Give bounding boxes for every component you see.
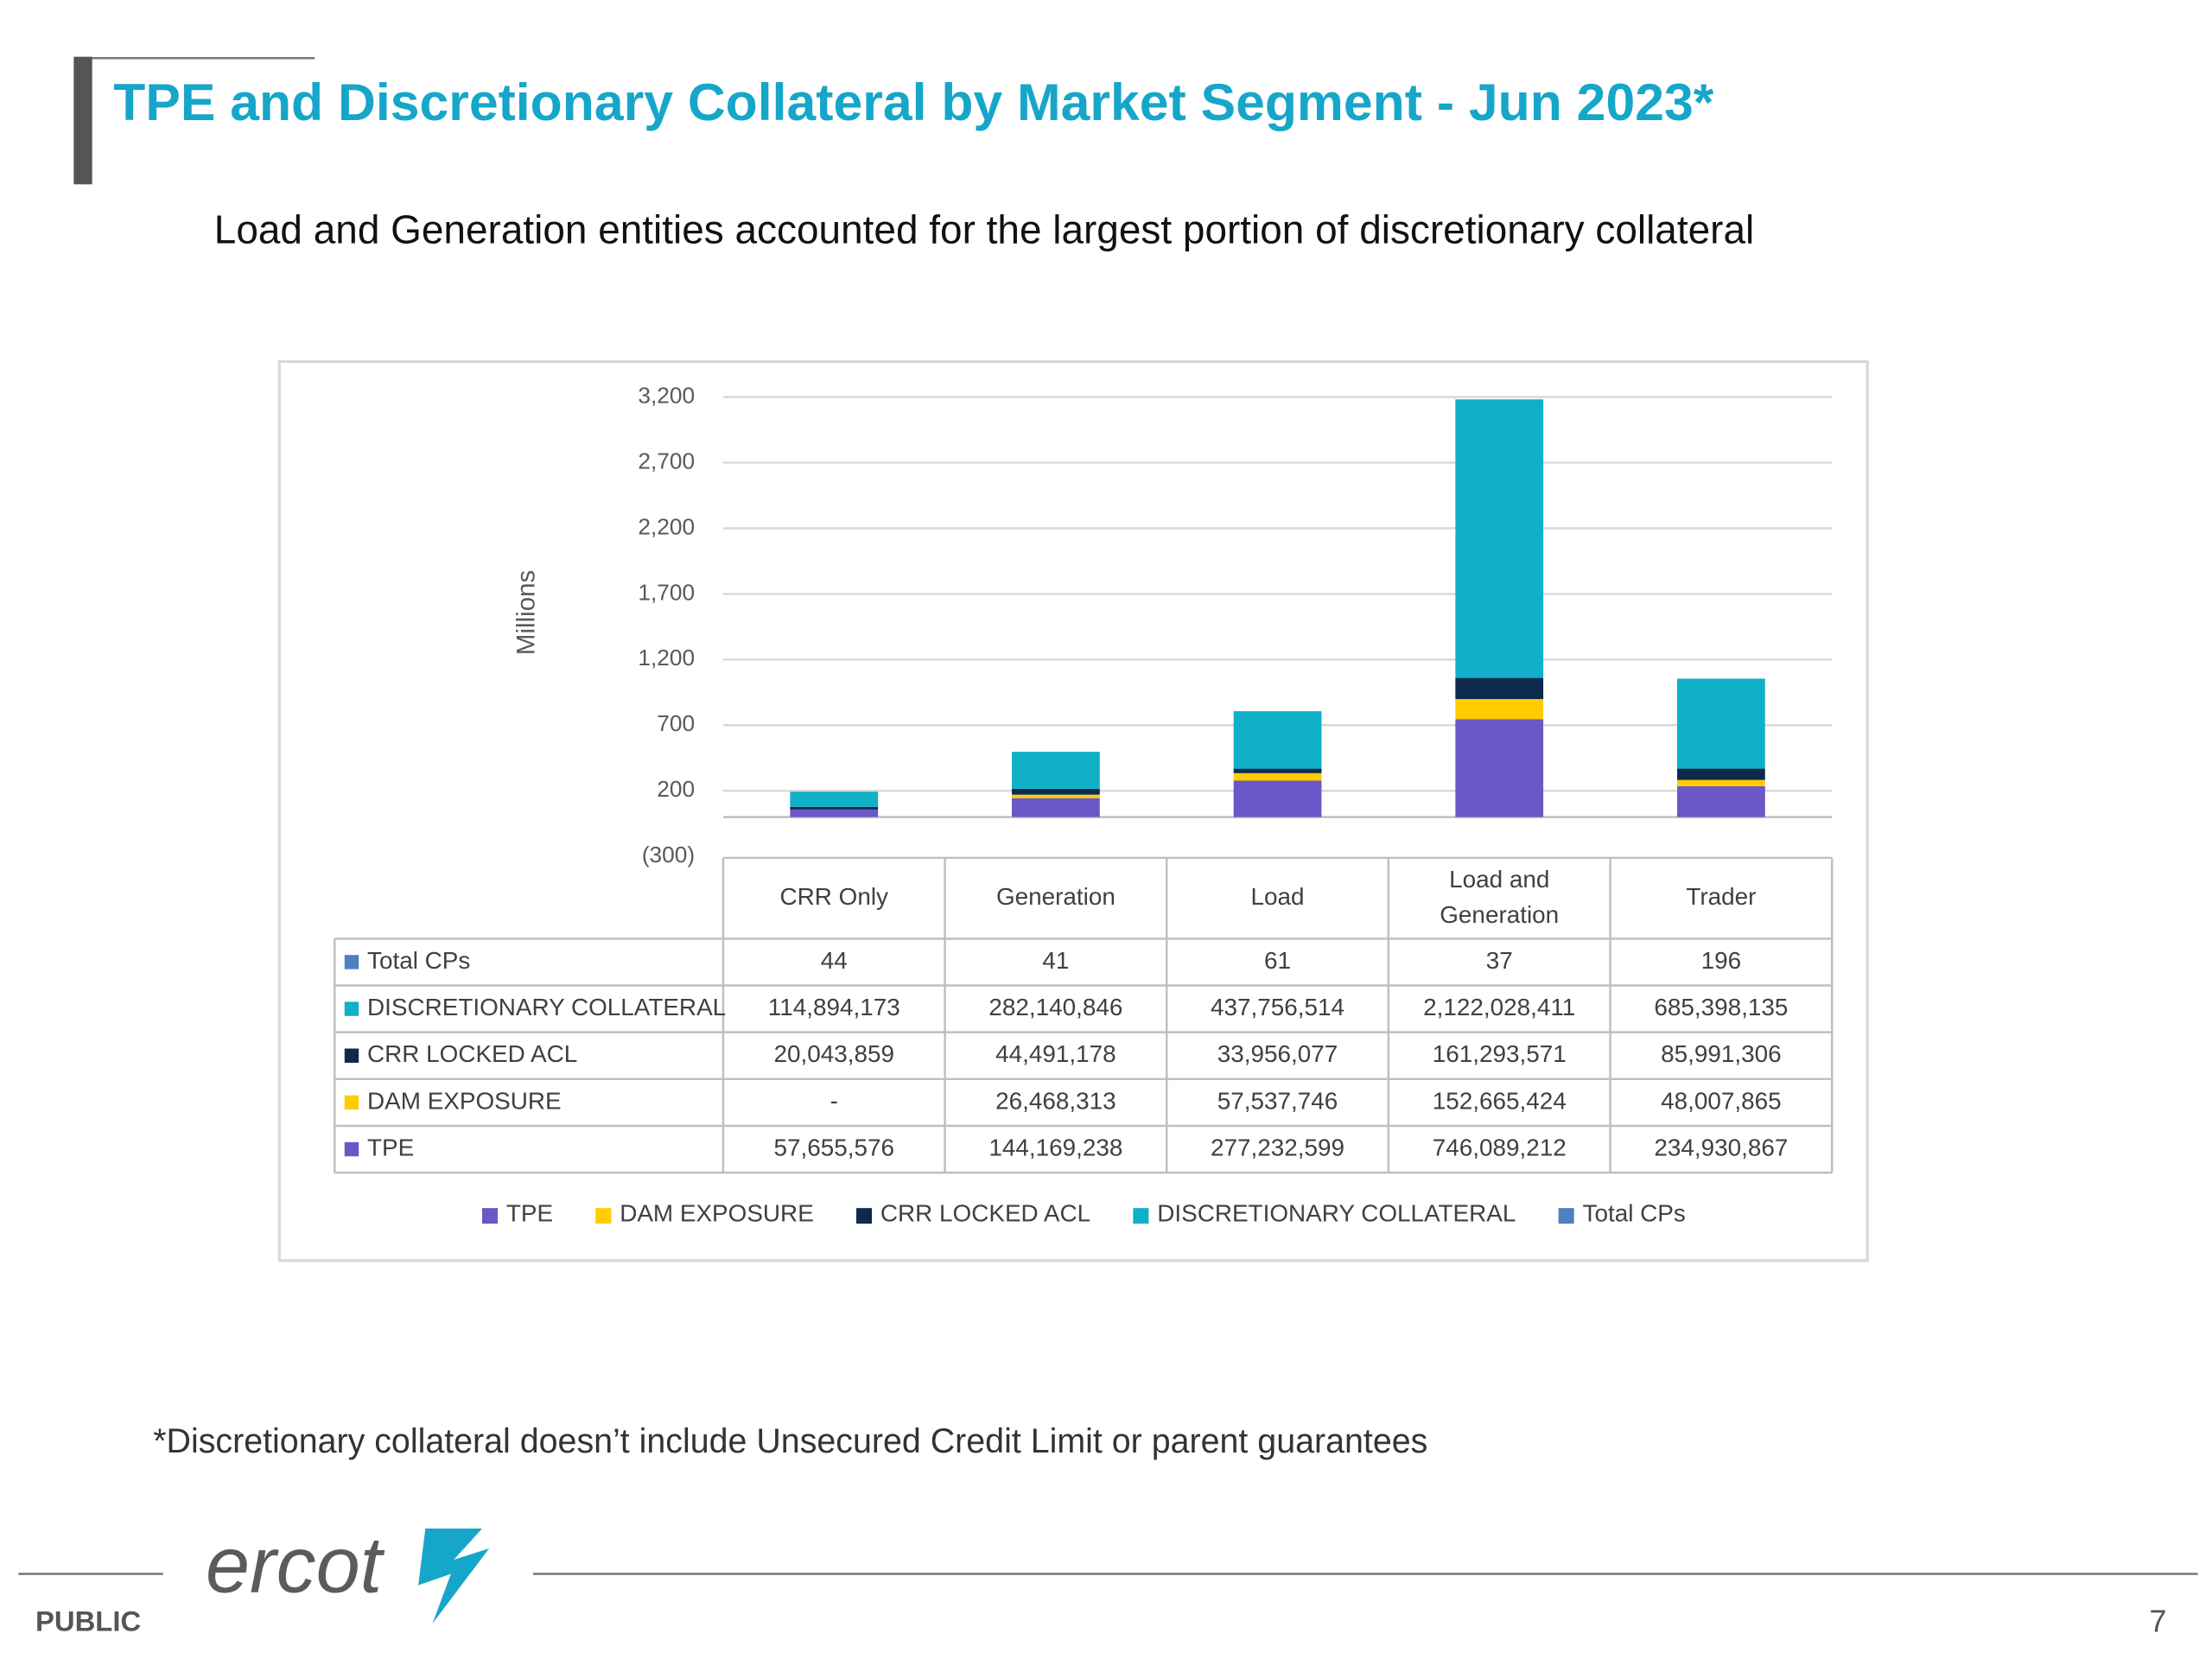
bar-segment [1455,719,1544,817]
table-value: 2,122,028,411 [1423,994,1575,1020]
y-tick-label: 2,200 [638,513,695,539]
chart: (300) 200 700 1,200 1,700 2,200 2,700 3,200 Mill… [334,382,1834,1227]
y-tick-label: 200 [657,776,695,802]
bar-segment [790,806,879,810]
bar-segment [1677,779,1765,786]
logo-mark [418,1529,490,1624]
legend-key [1133,1208,1149,1224]
title-bar [73,56,92,185]
bar-segment [1455,699,1544,720]
table-value: 41 [1042,947,1069,974]
legend-label: DISCRETIONARY COLLATERAL [1157,1200,1516,1227]
table-value: 44,491,178 [995,1040,1116,1067]
y-tick-label: 2,700 [638,448,695,474]
legend-key [595,1208,612,1224]
table-value: 196 [1701,947,1742,974]
x-tick-label: CRR Only [780,883,889,910]
table-value: 20,043,859 [773,1040,894,1067]
subtitle: Load and Generation entities accounted f… [214,207,1754,251]
table-row-label: CRR LOCKED ACL [367,1040,577,1067]
bar-segment [1455,399,1544,678]
table-row-label: Total CPs [367,947,470,974]
table-value: 282,140,846 [988,994,1122,1020]
table-value: - [830,1087,838,1114]
x-tick-label: Load [1251,883,1305,910]
table-value: 26,468,313 [995,1087,1116,1114]
y-tick-label: 3,200 [638,382,695,408]
table-value: 277,232,599 [1211,1134,1344,1160]
legend-label: Total CPs [1583,1200,1686,1227]
footnote: *Discretionary collateral doesn’t includ… [153,1422,1427,1460]
table-row-label: DISCRETIONARY COLLATERAL [367,994,726,1020]
classification: PUBLIC [35,1605,141,1637]
table-value: 437,756,514 [1211,994,1344,1020]
table-value: 57,655,576 [773,1134,894,1160]
y-axis-label: Millions [512,570,540,655]
page-number: 7 [2149,1604,2166,1639]
y-tick-label: (300) [642,842,695,868]
table-value: 48,007,865 [1661,1087,1782,1114]
bar-segment [1012,794,1100,798]
table-key [344,1001,359,1016]
table-value: 746,089,212 [1433,1134,1567,1160]
y-tick-label: 1,200 [638,645,695,671]
table-value: 234,930,867 [1654,1134,1788,1160]
legend-key [856,1208,873,1224]
table-value: 144,169,238 [988,1134,1122,1160]
x-tick-label: Generation [996,883,1116,910]
table-value: 44 [821,947,848,974]
bar-segment [790,809,879,817]
table-value: 152,665,424 [1433,1087,1567,1114]
legend-label: DAM EXPOSURE [620,1200,814,1227]
table-row-label: TPE [367,1134,414,1160]
x-tick-label: Load and Generation [1440,866,1559,928]
table-value: 61 [1264,947,1291,974]
legend-label: CRR LOCKED ACL [880,1200,1090,1227]
legend-label: TPE [506,1200,553,1227]
title: TPE and Discretionary Collateral by Mark… [113,73,1713,131]
logo: ercot [206,1522,385,1610]
bar-segment [1233,768,1322,773]
bar-segment [1233,711,1322,769]
table-value: 114,894,173 [768,994,900,1020]
bar-segment [1012,798,1100,817]
table-key [344,1095,359,1110]
bar-segment [1677,678,1765,769]
y-tick-label: 1,700 [638,579,695,605]
table-key [344,1048,359,1063]
legend-key [1558,1208,1574,1224]
bar-segment [1012,752,1100,789]
bar-segment [1233,772,1322,781]
bar-segment [1677,785,1765,817]
table-key [344,1141,359,1157]
x-tick-label: Trader [1686,883,1756,910]
bar-segment [790,791,879,807]
table-value: 33,956,077 [1217,1040,1338,1067]
bar-segment [1233,780,1322,817]
table-value: 37 [1486,947,1513,974]
bar-segment [1012,788,1100,795]
table-key [344,955,359,969]
bar-segment [1677,768,1765,780]
table-value: 685,398,135 [1654,994,1788,1020]
legend-key [481,1208,498,1224]
bar-segment [1455,677,1544,700]
table-value: 85,991,306 [1661,1040,1782,1067]
table-value: 161,293,571 [1433,1040,1567,1067]
table-row-label: DAM EXPOSURE [367,1087,562,1114]
y-tick-label: 700 [657,710,695,736]
table-value: 57,537,746 [1217,1087,1338,1114]
